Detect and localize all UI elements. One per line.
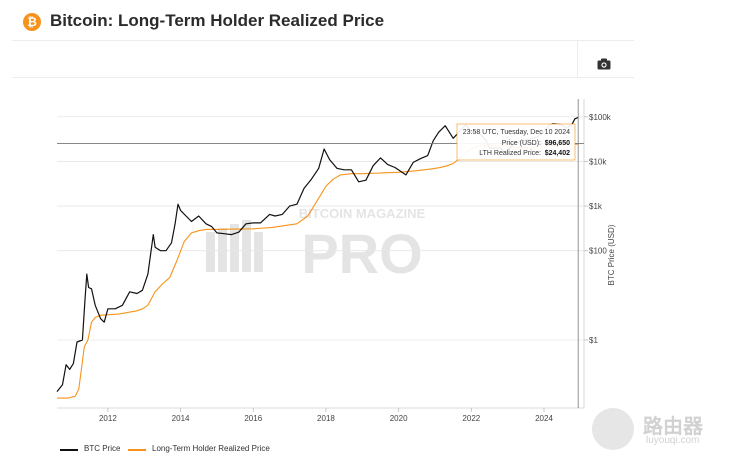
x-tick-label: 2016	[244, 414, 262, 423]
corner-logo-icon	[592, 408, 634, 450]
x-tick-label: 2020	[390, 414, 408, 423]
y-tick-label: $100	[589, 247, 607, 256]
x-tick-label: 2018	[317, 414, 335, 423]
legend-swatch-lth	[128, 449, 146, 451]
watermark-line1: BITCOIN MAGAZINE	[299, 206, 426, 221]
tooltip-time: 23:58 UTC, Tuesday, Dec 10 2024	[463, 129, 570, 136]
chart-header: ₿ Bitcoin: Long-Term Holder Realized Pri…	[0, 0, 733, 42]
toolbar-separator	[577, 41, 578, 77]
tooltip-lth-label: LTH Realized Price:	[479, 150, 541, 157]
x-tick-label: 2014	[172, 414, 190, 423]
y-tick-label: $10k	[589, 157, 607, 166]
corner-watermark-url: luyouqi.com	[646, 435, 700, 446]
watermark-line2: PRO	[301, 222, 422, 285]
corner-watermark-title: 路由器	[643, 416, 703, 438]
legend-label-btc: BTC Price	[84, 444, 121, 453]
x-tick-label: 2022	[462, 414, 480, 423]
grid-lines	[57, 99, 585, 409]
toolbar-divider	[12, 77, 634, 78]
chart-title: Bitcoin: Long-Term Holder Realized Price	[50, 11, 385, 30]
hover-tooltip: 23:58 UTC, Tuesday, Dec 10 2024 Price (U…	[456, 123, 576, 161]
y-tick-label: $1k	[589, 202, 603, 211]
tooltip-price-value: $96,650	[545, 140, 570, 147]
legend-swatch-btc	[60, 449, 78, 451]
header-divider	[12, 40, 634, 41]
y-axis: $1 $100 $1k $10k $100k	[584, 113, 612, 345]
tooltip-price-label: Price (USD):	[502, 140, 541, 147]
y-tick-label: $1	[589, 336, 598, 345]
x-tick-label: 2024	[535, 414, 553, 423]
x-axis: 2012 2014 2016 2018 2020 2022 2024	[99, 408, 553, 423]
chart-watermark: BITCOIN MAGAZINE PRO	[206, 206, 426, 285]
camera-icon[interactable]	[597, 58, 611, 70]
y-axis-label: BTC Price (USD)	[607, 224, 616, 285]
x-tick-label: 2012	[99, 414, 117, 423]
legend-label-lth: Long-Term Holder Realized Price	[152, 444, 270, 453]
bitcoin-icon: ₿	[23, 13, 41, 31]
y-tick-label: $100k	[589, 113, 612, 122]
tooltip-lth-value: $24,402	[545, 150, 570, 157]
